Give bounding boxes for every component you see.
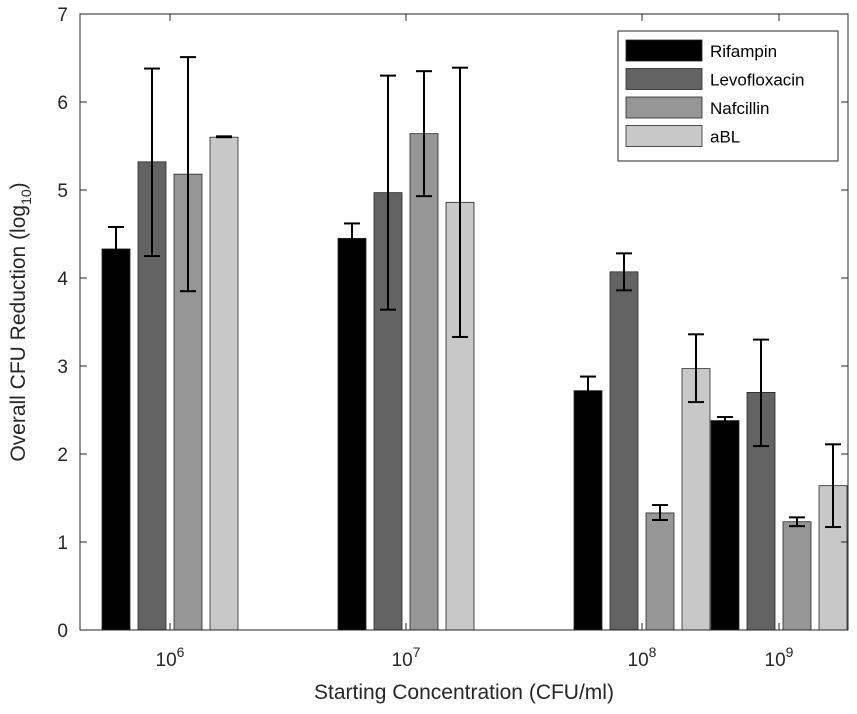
x-tick-label-base: 10 [628, 650, 649, 671]
y-tick-label: 2 [57, 445, 68, 466]
error-bar-nafcillin-2 [652, 504, 668, 521]
bars-layer [101, 133, 848, 631]
y-axis-title-suffix: ) [7, 182, 30, 189]
x-axis: 106 107 108 109 [156, 14, 794, 671]
error-bar-nafcillin-0 [180, 56, 196, 293]
error-bar-abl-2 [688, 333, 704, 404]
x-tick-label-base: 10 [765, 650, 786, 671]
plot-area-frame [79, 13, 849, 631]
y-tick-label: 0 [57, 621, 68, 642]
x-tick-label-base: 10 [156, 650, 177, 671]
error-bar-nafcillin-1 [416, 70, 432, 198]
y-tick-label: 5 [57, 181, 68, 202]
x-tick-label: 106 [156, 644, 185, 671]
bar-rifampin-1 [337, 237, 367, 631]
legend-label-rifampin: Rifampin [710, 42, 777, 61]
x-tick-label: 109 [765, 644, 794, 671]
error-bar-levofloxacin-0 [144, 67, 160, 257]
legend-swatch-abl [625, 125, 703, 147]
bar-nafcillin-2 [645, 512, 675, 631]
y-tick-label: 1 [57, 533, 68, 554]
error-bar-abl-3 [825, 443, 841, 529]
error-bar-levofloxacin-3 [753, 338, 769, 448]
bar-rifampin-0 [101, 248, 131, 631]
error-bar-rifampin-0 [108, 225, 124, 273]
legend-label-nafcillin: Nafcillin [710, 99, 770, 118]
legend-swatch-levofloxacin [625, 68, 703, 90]
y-tick-label: 6 [57, 93, 68, 114]
bar-rifampin-3 [710, 420, 740, 631]
bar-nafcillin-1 [409, 133, 439, 631]
legend: Rifampin Levofloxacin Nafcillin aBL [617, 30, 839, 162]
bar-levofloxacin-2 [609, 271, 639, 631]
y-axis: 0 1 2 3 4 5 6 7 [57, 5, 848, 642]
legend-swatch-nafcillin [625, 96, 703, 119]
x-tick-label: 107 [392, 644, 421, 671]
bar-abl-2 [681, 368, 711, 631]
y-tick-label: 4 [57, 269, 68, 290]
y-axis-title-subscript: 10 [18, 189, 34, 205]
x-tick-label-exponent: 7 [413, 644, 421, 660]
y-axis-title: Overall CFU Reduction (log10) [7, 182, 34, 461]
legend-swatch-rifampin [625, 39, 703, 62]
x-tick-label: 108 [628, 644, 657, 671]
x-tick-label-exponent: 9 [786, 644, 794, 660]
error-bar-rifampin-2 [580, 375, 596, 407]
error-bar-nafcillin-3 [789, 516, 805, 528]
error-bar-abl-0 [216, 135, 232, 139]
x-axis-title: Starting Concentration (CFU/ml) [314, 681, 614, 704]
y-tick-label: 3 [57, 357, 68, 378]
error-bar-levofloxacin-2 [616, 252, 632, 292]
legend-label-abl: aBL [710, 128, 740, 147]
x-tick-label-exponent: 8 [649, 644, 657, 660]
bar-abl-0 [209, 136, 239, 631]
error-bar-levofloxacin-1 [380, 74, 396, 311]
y-tick-label: 7 [57, 5, 68, 26]
bar-nafcillin-3 [782, 521, 812, 631]
error-bars-layer [108, 56, 841, 529]
legend-label-levofloxacin: Levofloxacin [710, 71, 805, 90]
x-tick-label-base: 10 [392, 650, 413, 671]
bar-rifampin-2 [573, 390, 603, 631]
error-bar-rifampin-1 [344, 222, 360, 255]
error-bar-rifampin-3 [717, 416, 733, 425]
x-tick-label-exponent: 6 [177, 644, 185, 660]
error-bar-abl-1 [452, 66, 468, 338]
y-axis-title-main: Overall CFU Reduction (log [7, 205, 30, 462]
